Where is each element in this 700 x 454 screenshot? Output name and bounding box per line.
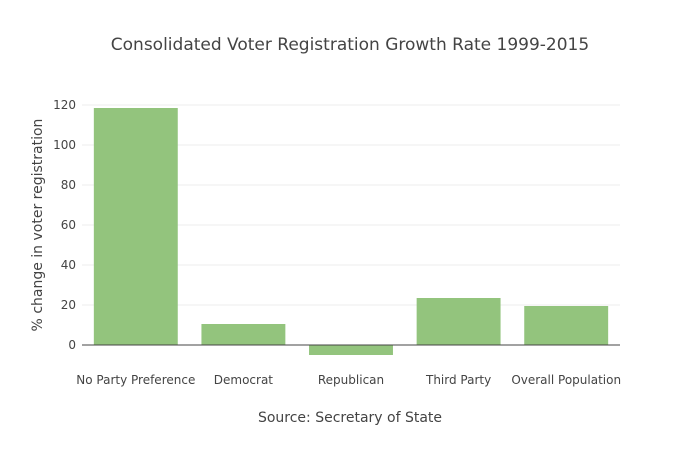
y-tick-label: 120 [53, 98, 76, 112]
x-tick-label: No Party Preference [76, 373, 195, 387]
bar [524, 306, 608, 345]
y-axis-label: % change in voter registration [30, 119, 46, 332]
bar [309, 345, 393, 355]
bar [201, 324, 285, 345]
y-tick-label: 60 [61, 218, 76, 232]
chart-title: Consolidated Voter Registration Growth R… [111, 35, 589, 55]
x-tick-labels: No Party Preference Democrat Republican Thi… [76, 373, 621, 387]
y-tick-label: 20 [61, 298, 76, 312]
y-tick-label: 80 [61, 178, 76, 192]
x-tick-label: Democrat [214, 373, 274, 387]
bar [94, 108, 178, 345]
x-tick-label: Republican [318, 373, 384, 387]
x-tick-label: Overall Population [511, 373, 621, 387]
y-tick-label: 100 [53, 138, 76, 152]
x-axis-label: Source: Secretary of State [258, 410, 442, 426]
y-tick-labels: 0 20 40 60 80 100 120 [53, 98, 76, 352]
y-tick-label: 0 [68, 338, 76, 352]
x-tick-label: Third Party [425, 373, 491, 387]
y-tick-label: 40 [61, 258, 76, 272]
bar [417, 298, 501, 345]
